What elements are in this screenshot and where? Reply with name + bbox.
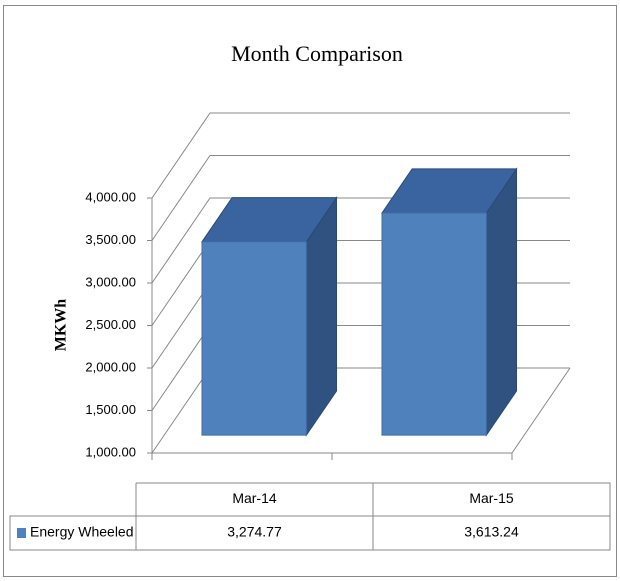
y-tick-label: 3,500.00	[85, 232, 136, 247]
y-tick-label: 3,000.00	[85, 274, 136, 289]
bar-side	[485, 167, 518, 437]
bar	[201, 241, 307, 436]
y-tick-label: 1,000.00	[85, 444, 136, 459]
data-label: 3,274.77	[227, 524, 282, 540]
x-tick-label: Mar-15	[469, 490, 514, 506]
x-tick-label: Mar-14	[232, 490, 277, 506]
grid-line	[151, 155, 570, 241]
table-border	[9, 482, 611, 551]
y-tick-label: 2,000.00	[85, 359, 136, 374]
grid-line	[151, 112, 570, 199]
y-axis-label: MKWh	[53, 299, 70, 352]
y-tick-label: 2,500.00	[85, 317, 136, 332]
y-tick-label: 4,000.00	[85, 189, 136, 204]
data-label: 3,613.24	[464, 524, 519, 540]
y-tick-label: 1,500.00	[85, 402, 136, 417]
chart-title: Month Comparison	[231, 41, 403, 66]
legend-label: Energy Wheeled	[30, 524, 134, 540]
bar	[381, 212, 487, 436]
legend-key	[17, 528, 26, 538]
